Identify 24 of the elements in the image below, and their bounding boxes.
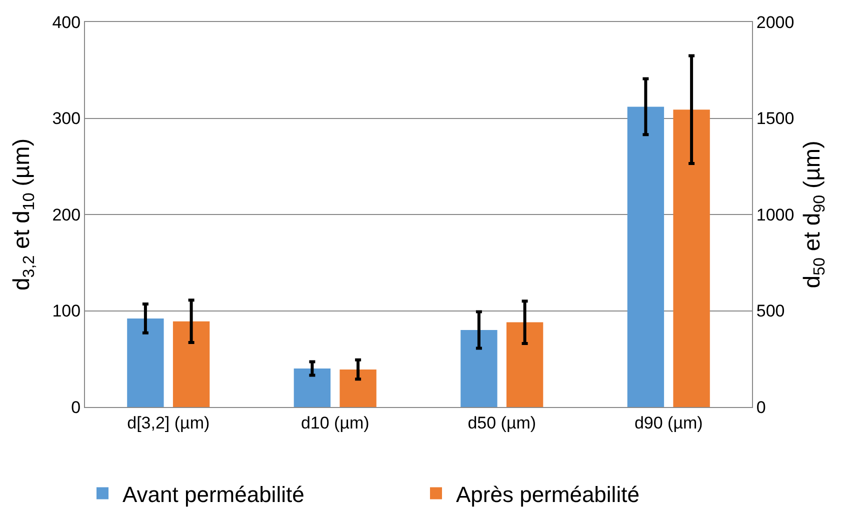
x-tick-label: d90 (µm) bbox=[634, 413, 703, 432]
bar bbox=[172, 321, 210, 407]
y-tick-label: 0 bbox=[71, 398, 81, 417]
x-tick-label: d50 (µm) bbox=[468, 413, 536, 432]
legend-label: Avant perméabilité bbox=[122, 482, 304, 507]
bar bbox=[127, 318, 164, 407]
bar bbox=[460, 330, 498, 407]
y-tick-label: 400 bbox=[52, 12, 81, 32]
y-tick-label: 300 bbox=[52, 109, 81, 128]
y-tick-label: 200 bbox=[52, 205, 81, 224]
y2-tick-label: 0 bbox=[756, 398, 766, 417]
y2-tick-label: 1000 bbox=[756, 205, 794, 224]
y2-tick-label: 2000 bbox=[756, 12, 794, 32]
bar bbox=[506, 322, 544, 407]
bar bbox=[673, 110, 710, 407]
y2-tick-label: 500 bbox=[756, 302, 785, 321]
x-tick-label: d[3,2] (µm) bbox=[127, 413, 210, 432]
bar bbox=[294, 368, 331, 407]
y2-tick-label: 1500 bbox=[756, 109, 794, 128]
bar bbox=[627, 106, 664, 407]
legend-label: Après perméabilité bbox=[456, 482, 640, 507]
bar bbox=[340, 369, 376, 407]
x-tick-label: d10 (µm) bbox=[300, 413, 370, 432]
y-tick-label: 100 bbox=[52, 302, 81, 321]
